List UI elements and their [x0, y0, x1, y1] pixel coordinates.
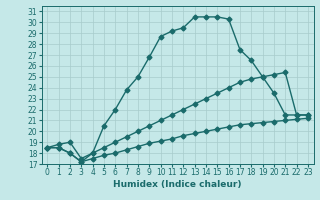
X-axis label: Humidex (Indice chaleur): Humidex (Indice chaleur)	[113, 180, 242, 189]
